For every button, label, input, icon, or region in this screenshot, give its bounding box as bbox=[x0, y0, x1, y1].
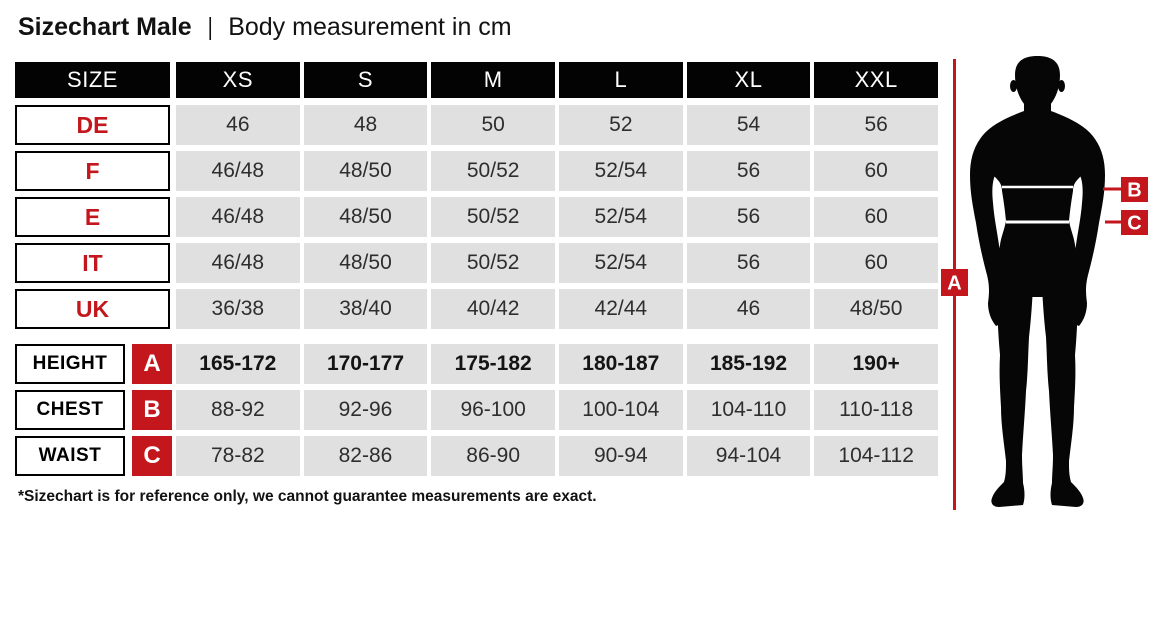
measure-label-wrap: HEIGHT A bbox=[15, 344, 172, 384]
header-cell-size: SIZE bbox=[15, 62, 170, 98]
size-value-cell: 52/54 bbox=[558, 151, 683, 191]
measure-value-cell: 180-187 bbox=[558, 344, 683, 384]
measure-label-wrap: WAIST C bbox=[15, 436, 172, 476]
header-cell-xs: XS bbox=[176, 62, 300, 98]
page-title: Sizechart Male | Body measurement in cm bbox=[18, 13, 512, 42]
body-measurement-diagram: A B C bbox=[935, 55, 1165, 515]
size-system-label-e: E bbox=[15, 197, 170, 237]
table-row-it: IT 46/48 48/50 50/52 52/54 56 60 bbox=[15, 243, 938, 283]
measure-value-cell: 86-90 bbox=[431, 436, 555, 476]
measure-value-cell: 100-104 bbox=[558, 390, 683, 430]
header-cell-l: L bbox=[558, 62, 683, 98]
measure-value-cell: 190+ bbox=[814, 344, 938, 384]
measure-value-cell: 110-118 bbox=[814, 390, 938, 430]
size-value-cell: 46 bbox=[686, 289, 811, 329]
measure-value-cell: 90-94 bbox=[558, 436, 683, 476]
size-value-cell: 50 bbox=[431, 105, 555, 145]
size-system-label-de: DE bbox=[15, 105, 170, 145]
figure-marker-a-label: A bbox=[947, 273, 961, 295]
size-value-cell: 48/50 bbox=[303, 151, 428, 191]
size-system-label-f: F bbox=[15, 151, 170, 191]
marker-badge-c: C bbox=[132, 436, 172, 476]
marker-badge-a: A bbox=[132, 344, 172, 384]
size-value-cell: 50/52 bbox=[431, 243, 555, 283]
male-body-silhouette bbox=[970, 56, 1105, 507]
size-value-cell: 52 bbox=[558, 105, 683, 145]
size-value-cell: 36/38 bbox=[176, 289, 300, 329]
size-value-cell: 38/40 bbox=[303, 289, 428, 329]
size-value-cell: 60 bbox=[814, 197, 938, 237]
measure-value-cell: 92-96 bbox=[303, 390, 428, 430]
footnote: *Sizechart is for reference only, we can… bbox=[18, 488, 597, 505]
sizechart-table: SIZE XS S M L XL XXL DE 46 48 50 52 54 5… bbox=[15, 62, 938, 482]
size-value-cell: 40/42 bbox=[431, 289, 555, 329]
measure-value-cell: 170-177 bbox=[303, 344, 428, 384]
measure-label-wrap: CHEST B bbox=[15, 390, 172, 430]
header-row: SIZE XS S M L XL XXL bbox=[15, 62, 938, 98]
figure-marker-c-label: C bbox=[1127, 213, 1141, 235]
measure-value-cell: 78-82 bbox=[176, 436, 300, 476]
figure-marker-c: C bbox=[1121, 210, 1148, 235]
table-row-height: HEIGHT A 165-172 170-177 175-182 180-187… bbox=[15, 344, 938, 384]
measure-value-cell: 175-182 bbox=[431, 344, 555, 384]
header-cell-xl: XL bbox=[686, 62, 811, 98]
size-value-cell: 54 bbox=[686, 105, 811, 145]
size-value-cell: 60 bbox=[814, 151, 938, 191]
size-value-cell: 52/54 bbox=[558, 243, 683, 283]
table-row-uk: UK 36/38 38/40 40/42 42/44 46 48/50 bbox=[15, 289, 938, 329]
table-row-chest: CHEST B 88-92 92-96 96-100 100-104 104-1… bbox=[15, 390, 938, 430]
size-value-cell: 48 bbox=[303, 105, 428, 145]
size-value-cell: 46/48 bbox=[176, 197, 300, 237]
measure-label-height: HEIGHT bbox=[15, 344, 125, 384]
measure-value-cell: 96-100 bbox=[431, 390, 555, 430]
header-cell-xxl: XXL bbox=[814, 62, 938, 98]
size-value-cell: 42/44 bbox=[558, 289, 683, 329]
size-value-cell: 56 bbox=[686, 197, 811, 237]
size-system-label-uk: UK bbox=[15, 289, 170, 329]
size-value-cell: 56 bbox=[814, 105, 938, 145]
measure-label-waist: WAIST bbox=[15, 436, 125, 476]
size-value-cell: 48/50 bbox=[814, 289, 938, 329]
size-value-cell: 56 bbox=[686, 151, 811, 191]
size-value-cell: 46/48 bbox=[176, 151, 300, 191]
measure-value-cell: 165-172 bbox=[176, 344, 300, 384]
figure-marker-b: B bbox=[1121, 177, 1148, 202]
measure-value-cell: 104-110 bbox=[686, 390, 811, 430]
size-system-label-it: IT bbox=[15, 243, 170, 283]
table-row-de: DE 46 48 50 52 54 56 bbox=[15, 105, 938, 145]
figure-marker-b-label: B bbox=[1127, 180, 1141, 202]
marker-badge-b: B bbox=[132, 390, 172, 430]
title-main: Sizechart Male bbox=[18, 13, 192, 41]
measure-value-cell: 82-86 bbox=[303, 436, 428, 476]
size-value-cell: 50/52 bbox=[431, 197, 555, 237]
measure-label-chest: CHEST bbox=[15, 390, 125, 430]
size-value-cell: 46 bbox=[176, 105, 300, 145]
title-separator: | bbox=[207, 13, 213, 41]
measure-value-cell: 185-192 bbox=[686, 344, 811, 384]
size-value-cell: 52/54 bbox=[558, 197, 683, 237]
table-row-e: E 46/48 48/50 50/52 52/54 56 60 bbox=[15, 197, 938, 237]
table-row-waist: WAIST C 78-82 82-86 86-90 90-94 94-104 1… bbox=[15, 436, 938, 476]
measure-value-cell: 94-104 bbox=[686, 436, 811, 476]
figure-marker-a: A bbox=[941, 269, 968, 296]
size-value-cell: 56 bbox=[686, 243, 811, 283]
size-value-cell: 46/48 bbox=[176, 243, 300, 283]
table-row-f: F 46/48 48/50 50/52 52/54 56 60 bbox=[15, 151, 938, 191]
size-value-cell: 48/50 bbox=[303, 197, 428, 237]
size-value-cell: 48/50 bbox=[303, 243, 428, 283]
size-value-cell: 50/52 bbox=[431, 151, 555, 191]
measure-value-cell: 104-112 bbox=[814, 436, 938, 476]
size-value-cell: 60 bbox=[814, 243, 938, 283]
header-cell-s: S bbox=[303, 62, 428, 98]
measure-value-cell: 88-92 bbox=[176, 390, 300, 430]
title-subtitle: Body measurement in cm bbox=[228, 13, 512, 41]
header-cell-m: M bbox=[431, 62, 555, 98]
